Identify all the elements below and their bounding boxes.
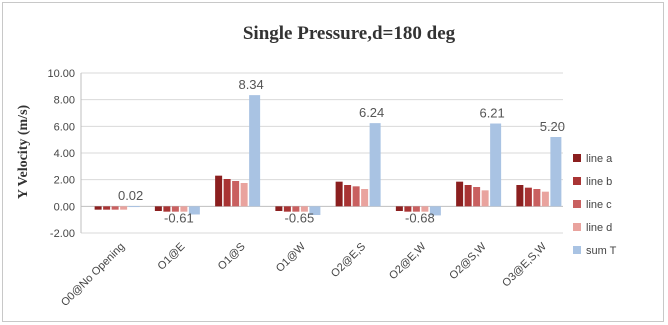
- bar-sum-T-4: [369, 123, 381, 207]
- bar-line-d-0: [120, 206, 128, 210]
- data-label: -0.61: [164, 210, 194, 225]
- y-tick-label: 6.00: [54, 121, 75, 133]
- bar-line-a-1: [154, 206, 162, 211]
- x-category-label: O2@E,W: [387, 240, 429, 282]
- bar-line-b-5: [404, 206, 412, 212]
- data-label: 0.02: [118, 188, 143, 203]
- bar-line-a-2: [215, 175, 223, 207]
- bar-line-d-3: [300, 206, 308, 212]
- y-tick-label: 2.00: [54, 175, 75, 187]
- x-category-label: O1@E: [156, 241, 188, 273]
- bar-line-d-2: [240, 183, 248, 207]
- bar-line-b-6: [464, 185, 472, 207]
- bar-sum-T-6: [490, 123, 502, 207]
- y-tick-label: -2.00: [50, 228, 75, 240]
- chart-frame: Single Pressure,d=180 deg Y Velocity (m/…: [2, 2, 664, 322]
- bar-line-a-0: [94, 206, 102, 210]
- legend-entry: line a: [586, 153, 613, 165]
- bar-sum-T-3: [309, 206, 321, 215]
- y-tick-label: 0.00: [54, 201, 75, 213]
- bar-line-b-1: [163, 206, 171, 212]
- x-category-label: O0@No Opening: [59, 241, 127, 309]
- bar-line-d-5: [421, 206, 429, 212]
- bar-sum-T-5: [429, 206, 441, 216]
- bar-line-d-1: [180, 206, 188, 212]
- bar-line-d-7: [541, 191, 549, 207]
- x-category-label: O2@S,W: [447, 240, 489, 282]
- data-label: 6.21: [479, 106, 504, 121]
- legend: line a line b line c line d sum T: [573, 153, 617, 257]
- bar-sum-T-7: [550, 137, 562, 207]
- legend-entry: line d: [586, 222, 612, 234]
- bar-line-c-4: [352, 186, 360, 207]
- data-label: 6.24: [359, 105, 384, 120]
- x-category-label: O3@E,S,W: [500, 240, 549, 289]
- bar-line-a-3: [275, 206, 283, 211]
- bar-line-a-7: [516, 185, 524, 207]
- data-label: 8.34: [238, 77, 263, 92]
- bar-line-d-4: [361, 189, 369, 207]
- chart-title: Single Pressure,d=180 deg: [243, 23, 456, 44]
- bar-line-b-7: [524, 187, 532, 207]
- bar-line-a-5: [395, 206, 403, 211]
- data-label: -0.68: [405, 210, 435, 225]
- bar-line-a-6: [456, 181, 464, 207]
- bar-line-b-2: [223, 179, 231, 207]
- bar-sum-T-2: [249, 95, 261, 207]
- x-category-label: O1@S: [216, 241, 248, 273]
- bar-line-b-0: [103, 206, 111, 210]
- data-label: -0.65: [285, 210, 315, 225]
- x-category-label: O1@W: [274, 240, 309, 275]
- bar-line-c-1: [171, 206, 179, 212]
- legend-entry: line b: [586, 176, 612, 188]
- bar-line-c-7: [533, 189, 541, 207]
- y-tick-label: 10.00: [47, 68, 75, 80]
- y-axis-ticks: 10.00 8.00 6.00 4.00 2.00 0.00 -2.00: [47, 68, 75, 240]
- legend-swatch: [573, 154, 581, 162]
- bar-line-b-3: [283, 206, 291, 212]
- bar-line-a-4: [335, 181, 343, 207]
- data-labels: 0.02 -0.61 8.34 -0.65 6.24 -0.68 6.21 5.20: [118, 77, 565, 225]
- bar-line-c-2: [232, 181, 240, 207]
- legend-entry: sum T: [586, 245, 617, 257]
- y-tick-label: 8.00: [54, 95, 75, 107]
- bar-sum-T-1: [188, 206, 200, 215]
- data-label: 5.20: [540, 119, 565, 134]
- bar-chart: Single Pressure,d=180 deg Y Velocity (m/…: [16, 23, 617, 309]
- bar-line-b-4: [344, 185, 352, 207]
- legend-swatch: [573, 223, 581, 231]
- y-axis-label: Y Velocity (m/s): [16, 104, 31, 199]
- x-category-label: O2@E,S: [329, 241, 368, 280]
- bar-line-c-6: [473, 187, 481, 207]
- bar-line-c-3: [292, 206, 300, 212]
- legend-entry: line c: [586, 199, 612, 211]
- bar-line-c-5: [412, 206, 420, 212]
- bar-sum-T-0: [128, 206, 140, 208]
- legend-swatch: [573, 177, 581, 185]
- bar-line-c-0: [111, 206, 119, 210]
- y-tick-label: 4.00: [54, 148, 75, 160]
- bars: [94, 95, 562, 216]
- legend-swatch: [573, 200, 581, 208]
- bar-line-d-6: [481, 190, 489, 207]
- legend-swatch: [573, 246, 581, 254]
- x-axis-categories: O0@No Opening O1@E O1@S O1@W O2@E,S O2@E,W O2@…: [59, 240, 549, 309]
